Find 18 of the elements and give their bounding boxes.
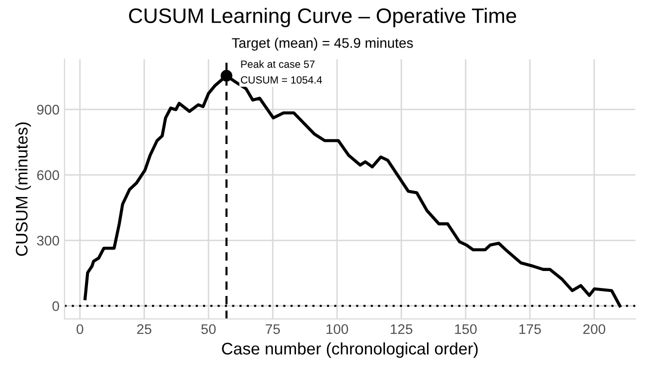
y-tick-label: 0 bbox=[52, 301, 60, 312]
x-tick-label: 175 bbox=[519, 324, 541, 334]
x-axis-title: Case number (chronological order) bbox=[222, 342, 478, 358]
y-tick-label: 900 bbox=[37, 104, 60, 115]
annotation: Peak at case 57 CUSUM = 1054.4 bbox=[240, 60, 322, 84]
y-tick-label: 600 bbox=[37, 170, 60, 180]
x-tick-label: 125 bbox=[390, 324, 412, 334]
chart-title: CUSUM Learning Curve – Operative Time bbox=[129, 8, 516, 28]
x-tick-label: 75 bbox=[266, 324, 280, 334]
y-axis-title: CUSUM (minutes) bbox=[15, 122, 31, 256]
x-tick-label: 25 bbox=[137, 324, 152, 334]
y-tick-label: 300 bbox=[37, 236, 60, 246]
x-tick-label: 200 bbox=[583, 324, 606, 334]
x-tick-label: 150 bbox=[455, 324, 477, 334]
chart-subtitle: Target (mean) = 45.9 minutes bbox=[232, 38, 413, 51]
x-tick-label: 100 bbox=[326, 324, 348, 334]
x-tick-label: 0 bbox=[76, 324, 84, 334]
x-tick-label: 50 bbox=[201, 324, 216, 334]
